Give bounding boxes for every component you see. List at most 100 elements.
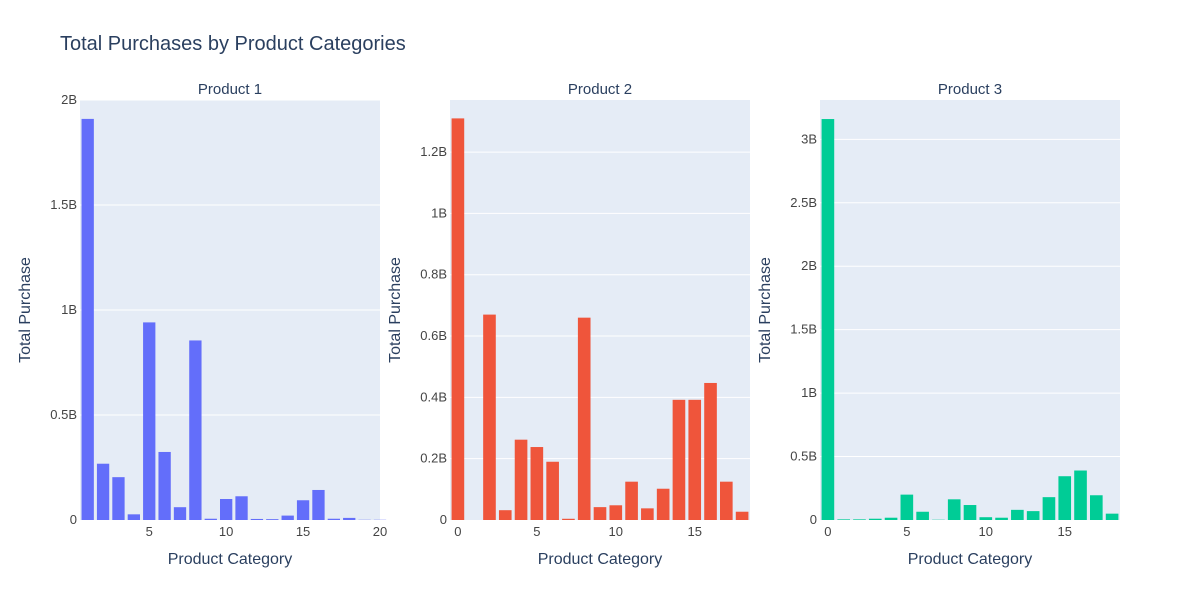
x-axis-label: Product Category xyxy=(908,551,1033,568)
x-axis-label: Product Category xyxy=(168,551,293,568)
bar xyxy=(204,518,217,520)
y-tick-label: 1.5B xyxy=(50,197,77,212)
bar xyxy=(853,519,866,520)
x-tick-label: 5 xyxy=(533,524,540,539)
y-tick-label: 0 xyxy=(440,512,447,527)
bar xyxy=(704,382,717,520)
bar xyxy=(963,505,977,520)
y-tick-label: 0.6B xyxy=(420,328,447,343)
y-tick-label: 0.8B xyxy=(420,267,447,282)
bar xyxy=(1090,495,1103,520)
y-tick-label: 0.5B xyxy=(790,449,817,464)
bar xyxy=(979,517,993,520)
y-tick-label: 1B xyxy=(801,385,817,400)
bar xyxy=(327,518,340,520)
bar xyxy=(530,447,544,520)
panel-title: Product 3 xyxy=(938,81,1002,98)
y-tick-label: 1.2B xyxy=(420,144,447,159)
x-tick-label: 20 xyxy=(373,524,387,539)
plot-area xyxy=(820,100,1120,520)
bar xyxy=(1058,476,1072,520)
chart-title: Total Purchases by Product Categories xyxy=(60,33,406,55)
x-tick-label: 5 xyxy=(146,524,153,539)
bar xyxy=(514,439,528,520)
bar xyxy=(577,317,591,520)
panel-title: Product 2 xyxy=(568,81,632,98)
y-tick-label: 2.5B xyxy=(790,195,817,210)
x-tick-label: 15 xyxy=(296,524,310,539)
bar xyxy=(546,461,559,520)
bar xyxy=(837,519,850,520)
x-tick-label: 15 xyxy=(688,524,702,539)
y-tick-label: 2B xyxy=(61,92,77,107)
bar xyxy=(1042,497,1056,520)
x-tick-label: 10 xyxy=(979,524,993,539)
y-tick-label: 2B xyxy=(801,258,817,273)
bar xyxy=(498,510,512,520)
bar xyxy=(127,514,140,520)
bar xyxy=(312,489,325,520)
y-tick-label: 1.5B xyxy=(790,322,817,337)
bar xyxy=(281,515,294,520)
y-tick-label: 1B xyxy=(431,205,447,220)
bar xyxy=(641,508,654,520)
bar xyxy=(250,518,264,520)
x-tick-label: 0 xyxy=(824,524,831,539)
bar xyxy=(900,494,914,520)
bar xyxy=(112,477,125,520)
x-tick-label: 0 xyxy=(454,524,461,539)
panel-product-3: 0 0.5B 1B 1.5B 2B 2.5B 3B 0 5 10 15 Product 3 Prod… xyxy=(757,81,1120,568)
y-axis-label: Total Purchase xyxy=(757,257,774,363)
bar xyxy=(995,517,1008,520)
y-axis-label: Total Purchase xyxy=(17,257,34,363)
y-tick-label: 1B xyxy=(61,302,77,317)
x-tick-label: 15 xyxy=(1058,524,1072,539)
bar xyxy=(173,507,187,520)
y-tick-label: 0 xyxy=(810,512,817,527)
bar xyxy=(821,119,835,520)
y-tick-label: 0.4B xyxy=(420,389,447,404)
bar xyxy=(143,322,156,520)
y-axis-label: Total Purchase xyxy=(387,257,404,363)
bar xyxy=(1026,511,1040,520)
bar xyxy=(593,507,607,520)
bar xyxy=(296,500,310,520)
bar xyxy=(868,518,882,520)
bar xyxy=(235,496,248,520)
bar xyxy=(96,463,110,520)
panel-product-1: 0 0.5B 1B 1.5B 2B 5 10 15 20 Product 1 Product C… xyxy=(17,81,387,568)
bar xyxy=(1105,513,1119,520)
bar xyxy=(625,481,638,520)
y-tick-label: 0.5B xyxy=(50,407,77,422)
bar xyxy=(189,340,202,520)
y-tick-label: 3B xyxy=(801,131,817,146)
panel-title: Product 1 xyxy=(198,81,262,98)
bar xyxy=(720,481,733,520)
y-tick-label: 0.2B xyxy=(420,451,447,466)
bar xyxy=(1011,509,1024,520)
x-tick-label: 10 xyxy=(219,524,233,539)
bar xyxy=(562,518,575,520)
bar xyxy=(158,451,171,520)
bar xyxy=(656,488,670,520)
bar xyxy=(1074,470,1087,520)
bar xyxy=(688,399,702,520)
bar xyxy=(947,499,961,520)
bar xyxy=(672,399,686,520)
x-tick-label: 10 xyxy=(609,524,623,539)
bar xyxy=(266,519,279,520)
bar xyxy=(735,511,749,520)
bar xyxy=(916,511,929,520)
bar xyxy=(343,517,356,520)
x-axis-label: Product Category xyxy=(538,551,663,568)
bar xyxy=(220,499,233,520)
x-tick-label: 5 xyxy=(903,524,910,539)
bar xyxy=(81,118,94,521)
bar xyxy=(451,118,465,520)
bar xyxy=(884,517,898,520)
bar xyxy=(609,505,623,520)
y-tick-label: 0 xyxy=(70,512,77,527)
